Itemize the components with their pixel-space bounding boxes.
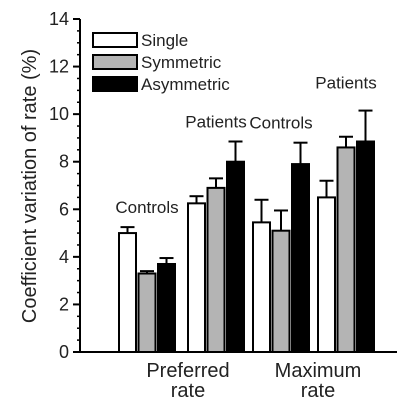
- y-tick-label: 4: [59, 247, 69, 267]
- legend-label-asymmetric: Asymmetric: [141, 75, 230, 94]
- group-label: Patients: [185, 112, 246, 131]
- legend-swatch-symmetric: [92, 54, 138, 70]
- bar-single-group-maximum-controls: [252, 221, 271, 353]
- y-tick-label: 12: [49, 57, 69, 77]
- group-label: Controls: [249, 114, 312, 133]
- category-label: Maximum: [275, 360, 362, 382]
- group-label: Patients: [315, 74, 376, 93]
- bar-single-group-preferred-controls: [118, 232, 137, 353]
- y-tick-label: 14: [49, 9, 69, 29]
- category-label-line2: rate: [171, 380, 205, 400]
- legend-label-symmetric: Symmetric: [141, 53, 222, 72]
- y-tick-label: 2: [59, 294, 69, 314]
- y-tick-label: 0: [59, 342, 69, 362]
- bar-symmetric-group-maximum-controls: [271, 229, 291, 353]
- legend-swatch-asymmetric: [92, 76, 138, 92]
- bar-asymmetric-group-maximum-patients: [356, 140, 375, 353]
- y-tick-label: 6: [59, 199, 69, 219]
- category-label: Preferred: [146, 360, 229, 382]
- legend-swatch-single: [92, 32, 138, 48]
- bar-single-group-maximum-patients: [317, 196, 336, 353]
- bar-symmetric-group-preferred-controls: [137, 272, 157, 353]
- bar-symmetric-group-preferred-patients: [206, 186, 226, 353]
- legend-label-single: Single: [141, 31, 188, 50]
- y-tick-label: 10: [49, 104, 69, 124]
- bar-asymmetric-group-preferred-patients: [226, 160, 245, 353]
- y-tick-label: 8: [59, 152, 69, 172]
- bar-asymmetric-group-maximum-controls: [291, 163, 310, 353]
- group-label: Controls: [115, 198, 178, 217]
- bar-asymmetric-group-preferred-controls: [157, 262, 176, 353]
- y-axis-label: Coefficient variation of rate (%): [19, 49, 41, 323]
- category-label-line2: rate: [301, 380, 335, 400]
- bar-symmetric-group-maximum-patients: [336, 146, 356, 353]
- bar-single-group-preferred-patients: [187, 202, 206, 353]
